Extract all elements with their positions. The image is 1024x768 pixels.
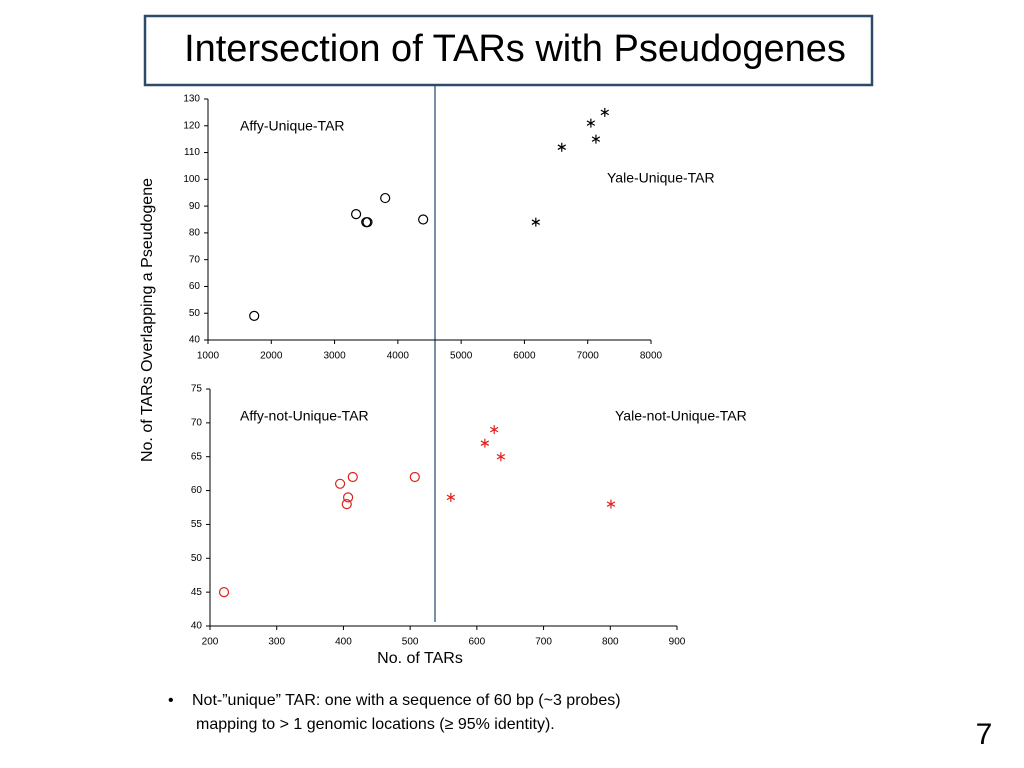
point <box>531 217 541 227</box>
y-tick-label: 120 <box>183 120 200 131</box>
series-label: Yale-Unique-TAR <box>607 170 715 186</box>
y-tick-label: 65 <box>191 451 203 462</box>
x-tick-label: 700 <box>535 637 552 648</box>
y-tick-label: 55 <box>191 519 203 530</box>
point <box>380 192 391 204</box>
point <box>362 217 373 228</box>
x-tick-label: 300 <box>268 637 285 648</box>
x-tick-label: 3000 <box>323 351 346 362</box>
series-label: Yale-not-Unique-TAR <box>615 408 747 424</box>
point <box>480 438 490 448</box>
point <box>341 499 352 510</box>
x-tick-label: 6000 <box>513 351 536 362</box>
point <box>591 134 601 144</box>
x-tick-label: 1000 <box>197 351 220 362</box>
y-tick-label: 40 <box>191 621 203 632</box>
x-tick-label: 5000 <box>450 351 473 362</box>
y-tick-label: 100 <box>183 174 200 185</box>
point <box>347 471 358 483</box>
y-tick-label: 50 <box>191 553 203 564</box>
point <box>409 471 420 483</box>
point <box>586 118 596 128</box>
y-tick-label: 75 <box>191 384 203 395</box>
x-tick-label: 600 <box>469 637 486 648</box>
point <box>342 492 354 503</box>
x-tick-label: 200 <box>202 637 219 648</box>
x-tick-label: 500 <box>402 637 419 648</box>
y-tick-label: 60 <box>189 281 201 292</box>
point <box>489 425 499 435</box>
y-tick-label: 70 <box>189 254 201 265</box>
y-tick-label: 90 <box>189 201 201 212</box>
title-box <box>143 14 874 87</box>
y-tick-label: 130 <box>183 94 200 105</box>
x-tick-label: 900 <box>669 637 686 648</box>
x-tick-label: 4000 <box>387 351 410 362</box>
x-tick-label: 2000 <box>260 351 283 362</box>
point <box>557 142 566 152</box>
point <box>350 209 362 220</box>
x-tick-label: 800 <box>602 637 619 648</box>
point <box>600 107 610 117</box>
bullet: • <box>168 692 174 709</box>
y-tick-label: 110 <box>184 147 200 158</box>
x-axis-label: No. of TARs <box>377 650 463 667</box>
y-tick-label: 50 <box>189 308 201 319</box>
point <box>606 499 616 509</box>
series-label: Affy-not-Unique-TAR <box>240 408 369 424</box>
series-label: Affy-Unique-TAR <box>240 118 345 134</box>
point <box>249 310 260 321</box>
y-tick-label: 40 <box>189 335 201 346</box>
slide-title: Intersection of TARs with Pseudogenes <box>184 28 846 70</box>
y-tick-label: 70 <box>191 417 203 428</box>
point <box>218 587 230 598</box>
x-tick-label: 8000 <box>640 351 663 362</box>
y-axis-label: No. of TARs Overlapping a Pseudogene <box>139 178 156 462</box>
point <box>418 214 429 225</box>
y-tick-label: 45 <box>191 587 203 598</box>
x-tick-label: 400 <box>335 637 352 648</box>
note: Not-”unique” TAR: one with a sequence of… <box>192 692 621 709</box>
point <box>496 452 506 462</box>
point <box>334 478 346 489</box>
note: mapping to > 1 genomic locations (≥ 95% … <box>196 716 555 733</box>
point <box>446 492 456 502</box>
y-tick-label: 80 <box>189 228 201 239</box>
y-tick-label: 60 <box>191 485 203 496</box>
x-tick-label: 7000 <box>577 351 600 362</box>
page-number: 7 <box>976 718 993 751</box>
